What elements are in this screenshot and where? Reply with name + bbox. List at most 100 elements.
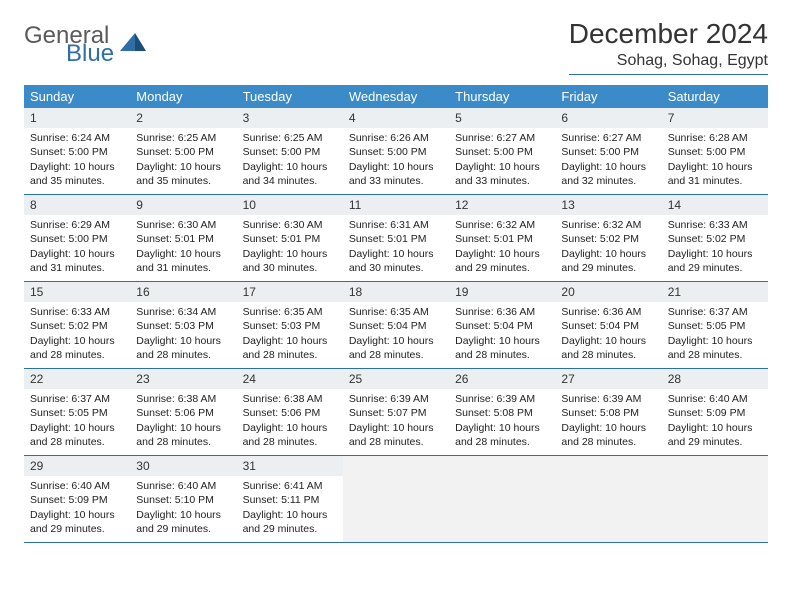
day-number: 13	[555, 195, 661, 215]
day-body: Sunrise: 6:34 AMSunset: 5:03 PMDaylight:…	[130, 302, 236, 367]
day-cell: 12Sunrise: 6:32 AMSunset: 5:01 PMDayligh…	[449, 195, 555, 281]
day-body: Sunrise: 6:36 AMSunset: 5:04 PMDaylight:…	[449, 302, 555, 367]
dow-header-sunday: Sunday	[24, 85, 130, 108]
sunset-text: Sunset: 5:06 PM	[136, 406, 230, 420]
sunrise-text: Sunrise: 6:29 AM	[30, 218, 124, 232]
day-number: 10	[237, 195, 343, 215]
day-number: 22	[24, 369, 130, 389]
sunrise-text: Sunrise: 6:40 AM	[668, 392, 762, 406]
day-number: 16	[130, 282, 236, 302]
day-number: 2	[130, 108, 236, 128]
sunrise-text: Sunrise: 6:28 AM	[668, 131, 762, 145]
daylight-text: Daylight: 10 hours and 31 minutes.	[668, 160, 762, 188]
day-cell: 10Sunrise: 6:30 AMSunset: 5:01 PMDayligh…	[237, 195, 343, 281]
day-number: 25	[343, 369, 449, 389]
day-body: Sunrise: 6:35 AMSunset: 5:03 PMDaylight:…	[237, 302, 343, 367]
day-cell: 14Sunrise: 6:33 AMSunset: 5:02 PMDayligh…	[662, 195, 768, 281]
day-body: Sunrise: 6:40 AMSunset: 5:09 PMDaylight:…	[662, 389, 768, 454]
day-body: Sunrise: 6:25 AMSunset: 5:00 PMDaylight:…	[237, 128, 343, 193]
sunrise-text: Sunrise: 6:27 AM	[561, 131, 655, 145]
daylight-text: Daylight: 10 hours and 29 minutes.	[136, 508, 230, 536]
day-body: Sunrise: 6:32 AMSunset: 5:01 PMDaylight:…	[449, 215, 555, 280]
sunset-text: Sunset: 5:00 PM	[136, 145, 230, 159]
dow-header-row: SundayMondayTuesdayWednesdayThursdayFrid…	[24, 85, 768, 108]
daylight-text: Daylight: 10 hours and 28 minutes.	[243, 421, 337, 449]
day-number: 26	[449, 369, 555, 389]
header: General Blue December 2024 Sohag, Sohag,…	[24, 18, 768, 75]
location-text: Sohag, Sohag, Egypt	[569, 52, 768, 75]
day-number: 14	[662, 195, 768, 215]
day-cell: 25Sunrise: 6:39 AMSunset: 5:07 PMDayligh…	[343, 369, 449, 455]
day-cell: 2Sunrise: 6:25 AMSunset: 5:00 PMDaylight…	[130, 108, 236, 194]
logo-text-blue: Blue	[66, 42, 114, 66]
daylight-text: Daylight: 10 hours and 28 minutes.	[349, 334, 443, 362]
day-body: Sunrise: 6:33 AMSunset: 5:02 PMDaylight:…	[24, 302, 130, 367]
day-body: Sunrise: 6:28 AMSunset: 5:00 PMDaylight:…	[662, 128, 768, 193]
day-cell: 31Sunrise: 6:41 AMSunset: 5:11 PMDayligh…	[237, 456, 343, 542]
daylight-text: Daylight: 10 hours and 30 minutes.	[243, 247, 337, 275]
day-cell: 16Sunrise: 6:34 AMSunset: 5:03 PMDayligh…	[130, 282, 236, 368]
dow-header-wednesday: Wednesday	[343, 85, 449, 108]
day-number: 6	[555, 108, 661, 128]
day-number: 28	[662, 369, 768, 389]
sunset-text: Sunset: 5:11 PM	[243, 493, 337, 507]
sunset-text: Sunset: 5:01 PM	[136, 232, 230, 246]
daylight-text: Daylight: 10 hours and 28 minutes.	[561, 334, 655, 362]
day-cell: 20Sunrise: 6:36 AMSunset: 5:04 PMDayligh…	[555, 282, 661, 368]
sunrise-text: Sunrise: 6:25 AM	[136, 131, 230, 145]
day-cell: 6Sunrise: 6:27 AMSunset: 5:00 PMDaylight…	[555, 108, 661, 194]
sunrise-text: Sunrise: 6:33 AM	[668, 218, 762, 232]
day-cell-empty	[343, 456, 449, 542]
sunrise-text: Sunrise: 6:34 AM	[136, 305, 230, 319]
day-cell: 11Sunrise: 6:31 AMSunset: 5:01 PMDayligh…	[343, 195, 449, 281]
sunrise-text: Sunrise: 6:24 AM	[30, 131, 124, 145]
daylight-text: Daylight: 10 hours and 34 minutes.	[243, 160, 337, 188]
sunrise-text: Sunrise: 6:26 AM	[349, 131, 443, 145]
day-cell: 30Sunrise: 6:40 AMSunset: 5:10 PMDayligh…	[130, 456, 236, 542]
day-cell: 7Sunrise: 6:28 AMSunset: 5:00 PMDaylight…	[662, 108, 768, 194]
daylight-text: Daylight: 10 hours and 29 minutes.	[668, 247, 762, 275]
daylight-text: Daylight: 10 hours and 31 minutes.	[30, 247, 124, 275]
day-body: Sunrise: 6:32 AMSunset: 5:02 PMDaylight:…	[555, 215, 661, 280]
day-body: Sunrise: 6:39 AMSunset: 5:07 PMDaylight:…	[343, 389, 449, 454]
sunset-text: Sunset: 5:04 PM	[561, 319, 655, 333]
sunrise-text: Sunrise: 6:25 AM	[243, 131, 337, 145]
week-row: 29Sunrise: 6:40 AMSunset: 5:09 PMDayligh…	[24, 456, 768, 543]
sunset-text: Sunset: 5:00 PM	[455, 145, 549, 159]
day-number: 29	[24, 456, 130, 476]
day-body: Sunrise: 6:37 AMSunset: 5:05 PMDaylight:…	[662, 302, 768, 367]
daylight-text: Daylight: 10 hours and 28 minutes.	[455, 421, 549, 449]
day-number: 4	[343, 108, 449, 128]
daylight-text: Daylight: 10 hours and 33 minutes.	[455, 160, 549, 188]
day-cell: 9Sunrise: 6:30 AMSunset: 5:01 PMDaylight…	[130, 195, 236, 281]
day-body: Sunrise: 6:25 AMSunset: 5:00 PMDaylight:…	[130, 128, 236, 193]
daylight-text: Daylight: 10 hours and 28 minutes.	[668, 334, 762, 362]
day-body: Sunrise: 6:39 AMSunset: 5:08 PMDaylight:…	[449, 389, 555, 454]
day-cell: 29Sunrise: 6:40 AMSunset: 5:09 PMDayligh…	[24, 456, 130, 542]
day-cell: 17Sunrise: 6:35 AMSunset: 5:03 PMDayligh…	[237, 282, 343, 368]
day-body: Sunrise: 6:33 AMSunset: 5:02 PMDaylight:…	[662, 215, 768, 280]
triangle-icon	[120, 33, 146, 58]
day-cell: 24Sunrise: 6:38 AMSunset: 5:06 PMDayligh…	[237, 369, 343, 455]
day-body: Sunrise: 6:29 AMSunset: 5:00 PMDaylight:…	[24, 215, 130, 280]
sunrise-text: Sunrise: 6:38 AM	[136, 392, 230, 406]
day-body: Sunrise: 6:40 AMSunset: 5:10 PMDaylight:…	[130, 476, 236, 541]
week-row: 1Sunrise: 6:24 AMSunset: 5:00 PMDaylight…	[24, 108, 768, 195]
day-body: Sunrise: 6:30 AMSunset: 5:01 PMDaylight:…	[130, 215, 236, 280]
day-cell: 5Sunrise: 6:27 AMSunset: 5:00 PMDaylight…	[449, 108, 555, 194]
week-row: 22Sunrise: 6:37 AMSunset: 5:05 PMDayligh…	[24, 369, 768, 456]
daylight-text: Daylight: 10 hours and 29 minutes.	[668, 421, 762, 449]
day-cell: 3Sunrise: 6:25 AMSunset: 5:00 PMDaylight…	[237, 108, 343, 194]
sunrise-text: Sunrise: 6:39 AM	[561, 392, 655, 406]
day-body: Sunrise: 6:40 AMSunset: 5:09 PMDaylight:…	[24, 476, 130, 541]
day-number: 11	[343, 195, 449, 215]
sunrise-text: Sunrise: 6:32 AM	[561, 218, 655, 232]
daylight-text: Daylight: 10 hours and 28 minutes.	[30, 334, 124, 362]
sunset-text: Sunset: 5:01 PM	[349, 232, 443, 246]
sunrise-text: Sunrise: 6:36 AM	[455, 305, 549, 319]
sunset-text: Sunset: 5:04 PM	[349, 319, 443, 333]
day-number: 5	[449, 108, 555, 128]
daylight-text: Daylight: 10 hours and 35 minutes.	[136, 160, 230, 188]
sunrise-text: Sunrise: 6:37 AM	[668, 305, 762, 319]
sunset-text: Sunset: 5:08 PM	[561, 406, 655, 420]
